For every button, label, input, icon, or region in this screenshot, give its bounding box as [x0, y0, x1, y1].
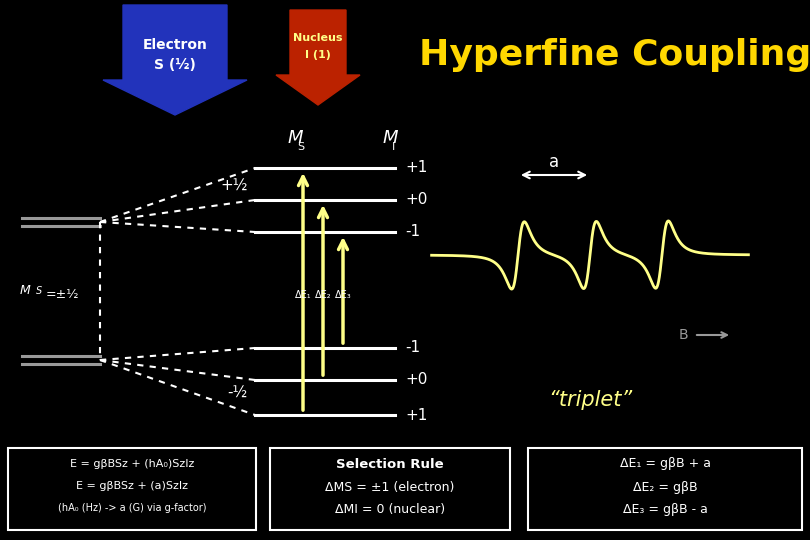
Text: ΔE₂ = gβB: ΔE₂ = gβB	[633, 482, 697, 495]
Text: Nucleus: Nucleus	[293, 33, 343, 43]
Text: Electron: Electron	[143, 38, 207, 52]
Text: Selection Rule: Selection Rule	[336, 457, 444, 470]
Text: +1: +1	[405, 160, 428, 176]
Text: ΔE₁: ΔE₁	[295, 290, 311, 300]
Text: E = gβBSz + (hA₀)SzIz: E = gβBSz + (hA₀)SzIz	[70, 459, 194, 469]
Text: I: I	[392, 142, 395, 152]
Text: a: a	[549, 153, 559, 171]
Text: +1: +1	[405, 408, 428, 422]
Text: S: S	[36, 286, 42, 296]
Text: M: M	[20, 285, 31, 298]
Text: E = gβBSz + (a)SzIz: E = gβBSz + (a)SzIz	[76, 481, 188, 491]
Text: +0: +0	[405, 373, 428, 388]
Text: ΔE₂: ΔE₂	[315, 290, 331, 300]
Text: S (½): S (½)	[154, 58, 196, 72]
Text: M: M	[288, 129, 303, 147]
Text: “triplet”: “triplet”	[548, 390, 632, 410]
Text: -1: -1	[405, 225, 420, 240]
Text: S: S	[297, 142, 304, 152]
Text: I (1): I (1)	[305, 50, 331, 60]
Bar	[270, 448, 510, 530]
Text: +½: +½	[220, 179, 248, 194]
Polygon shape	[103, 5, 247, 115]
Text: (hA₀ (Hz) -> a (G) via g-factor): (hA₀ (Hz) -> a (G) via g-factor)	[58, 503, 207, 513]
Bar	[8, 448, 256, 530]
Text: -½: -½	[228, 386, 248, 401]
Text: =±½: =±½	[46, 287, 79, 300]
Text: B: B	[679, 328, 688, 342]
Text: ΔMI = 0 (nuclear): ΔMI = 0 (nuclear)	[335, 503, 445, 516]
Text: ΔE₃ = gβB - a: ΔE₃ = gβB - a	[623, 503, 707, 516]
Text: M: M	[382, 129, 398, 147]
Text: ΔMS = ±1 (electron): ΔMS = ±1 (electron)	[326, 482, 454, 495]
Text: -1: -1	[405, 341, 420, 355]
Text: ΔE₁ = gβB + a: ΔE₁ = gβB + a	[620, 457, 710, 470]
Bar	[528, 448, 802, 530]
Text: Hyperfine Coupling: Hyperfine Coupling	[419, 38, 810, 72]
Polygon shape	[276, 10, 360, 105]
Text: ΔE₃: ΔE₃	[335, 290, 352, 300]
Text: +0: +0	[405, 192, 428, 207]
